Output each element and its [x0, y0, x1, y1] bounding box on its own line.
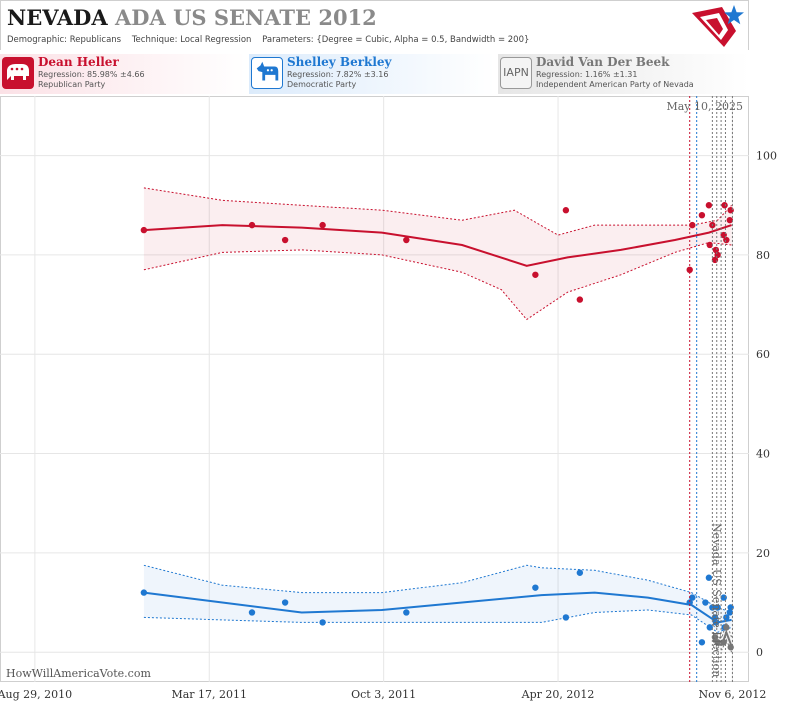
candidate-party: Democratic Party	[287, 80, 357, 89]
plot-frame	[0, 96, 749, 682]
poll-point-0	[714, 251, 721, 259]
technique-value: Local Regression	[180, 35, 252, 45]
poll-point-0	[140, 226, 148, 234]
flag-star-logo-icon	[692, 5, 744, 47]
confidence-band-1	[143, 565, 732, 633]
trend-line-1	[143, 591, 732, 624]
candidate-party: Republican Party	[38, 80, 106, 89]
page-title: NEVADA ADA US SENATE 2012	[7, 5, 377, 30]
poll-point-1	[532, 584, 539, 591]
poll-point-1	[714, 604, 721, 611]
lower-bound-line-1	[143, 609, 732, 633]
poll-point-0	[689, 221, 696, 229]
elephant-icon	[2, 57, 34, 89]
lower-bound-line-0	[143, 241, 732, 321]
candidate-david-van-der-beek: IAPN David Van Der Beek Regression: 1.16…	[498, 54, 749, 94]
y-tick-label: 60	[756, 348, 770, 361]
candidate-name: Dean Heller	[38, 55, 119, 69]
chart-area: 0 20 40 60 80 100 Aug 29, 2010 Mar 17, 2011 Oct …	[0, 96, 789, 704]
y-tick-label: 100	[756, 150, 777, 163]
confidence-band-0	[143, 187, 732, 320]
technique-label: Technique:	[131, 35, 178, 45]
candidate-name: Shelley Berkley	[287, 55, 392, 69]
candidate-dean-heller: Dean Heller Regression: 85.98% ±4.66 Rep…	[0, 54, 246, 94]
poll-point-1	[698, 639, 706, 646]
poll-point-2	[711, 634, 719, 641]
current-date-label: May 10, 2025	[666, 100, 743, 113]
poll-point-1	[711, 614, 719, 621]
poll-point-1	[403, 609, 410, 616]
candidate-regression: Regression: 85.98% ±4.66	[38, 70, 145, 79]
trend-line-0	[143, 224, 732, 267]
candidate-shelley-berkley: Shelley Berkley Regression: 7.82% ±3.16 …	[249, 54, 495, 94]
candidate-regression: Regression: 7.82% ±3.16	[287, 70, 389, 79]
poll-point-0	[705, 202, 713, 209]
poll-point-1	[720, 594, 727, 601]
x-tick-label: Mar 17, 2011	[171, 688, 247, 701]
poll-point-1	[248, 609, 256, 616]
poll-point-0	[532, 271, 539, 278]
watermark: HowWillAmericaVote.com	[6, 667, 151, 680]
poll-point-0	[726, 216, 734, 224]
poll-point-1	[686, 599, 693, 606]
poll-point-0	[576, 296, 584, 303]
poll-point-1	[140, 589, 148, 596]
donkey-icon	[251, 57, 283, 89]
candidate-name: David Van Der Beek	[536, 55, 670, 69]
chart-parameters: Demographic: Republicans Technique: Loca…	[7, 35, 529, 45]
poll-point-1	[319, 619, 326, 626]
poll-point-0	[281, 236, 289, 244]
x-tick-label: Aug 29, 2010	[0, 688, 72, 701]
parameters-label: Parameters:	[262, 35, 314, 45]
poll-point-1	[706, 624, 713, 631]
lower-bound-line-2	[713, 638, 733, 653]
poll-point-1	[689, 594, 696, 601]
poll-point-2	[714, 639, 721, 646]
poll-point-1	[702, 599, 709, 606]
poll-point-1	[712, 619, 720, 626]
poll-point-1	[576, 569, 584, 576]
poll-point-1	[723, 614, 730, 621]
iapn-party-badge: IAPN	[500, 57, 532, 89]
x-tick-label: Apr 20, 2012	[521, 688, 595, 701]
demographic-label: Demographic:	[7, 35, 68, 45]
poll-point-0	[698, 211, 706, 219]
upper-bound-line-0	[143, 187, 732, 236]
upper-bound-line-1	[143, 564, 732, 613]
poll-point-0	[562, 207, 570, 214]
y-tick-label: 0	[756, 646, 763, 659]
poll-point-0	[721, 202, 728, 209]
regression-chart: 0 20 40 60 80 100 Aug 29, 2010 Mar 17, 2011 Oct …	[0, 96, 777, 701]
y-tick-label: 40	[756, 448, 770, 461]
poll-point-0	[319, 221, 326, 229]
poll-point-0	[403, 236, 410, 244]
candidate-regression: Regression: 1.16% ±1.31	[536, 70, 638, 79]
candidate-legend: Dean Heller Regression: 85.98% ±4.66 Rep…	[0, 54, 749, 94]
title-state: NEVADA	[7, 5, 108, 30]
poll-point-1	[709, 604, 716, 611]
poll-point-1	[726, 609, 734, 616]
iapn-badge-text: IAPN	[503, 66, 529, 79]
chart-header: NEVADA ADA US SENATE 2012 Demographic: R…	[0, 0, 749, 50]
poll-point-0	[723, 236, 730, 244]
parameters-value: {Degree = Cubic, Alpha = 0.5, Bandwidth …	[316, 35, 530, 45]
poll-point-1	[705, 574, 713, 581]
title-subject: ADA US SENATE 2012	[114, 5, 377, 30]
demographic-value: Republicans	[69, 35, 122, 45]
poll-point-2	[723, 624, 730, 631]
poll-point-0	[706, 241, 713, 249]
candidate-party: Independent American Party of Nevada	[536, 80, 694, 89]
poll-point-1	[562, 614, 570, 621]
x-tick-label: Oct 3, 2011	[351, 688, 416, 701]
election-label: Nevada US Senate Election	[710, 523, 723, 677]
y-tick-label: 20	[756, 547, 770, 560]
poll-point-1	[281, 599, 289, 606]
x-tick-label: Nov 6, 2012	[698, 688, 766, 701]
y-tick-label: 80	[756, 249, 770, 262]
poll-point-0	[712, 246, 720, 254]
poll-point-0	[248, 221, 256, 229]
